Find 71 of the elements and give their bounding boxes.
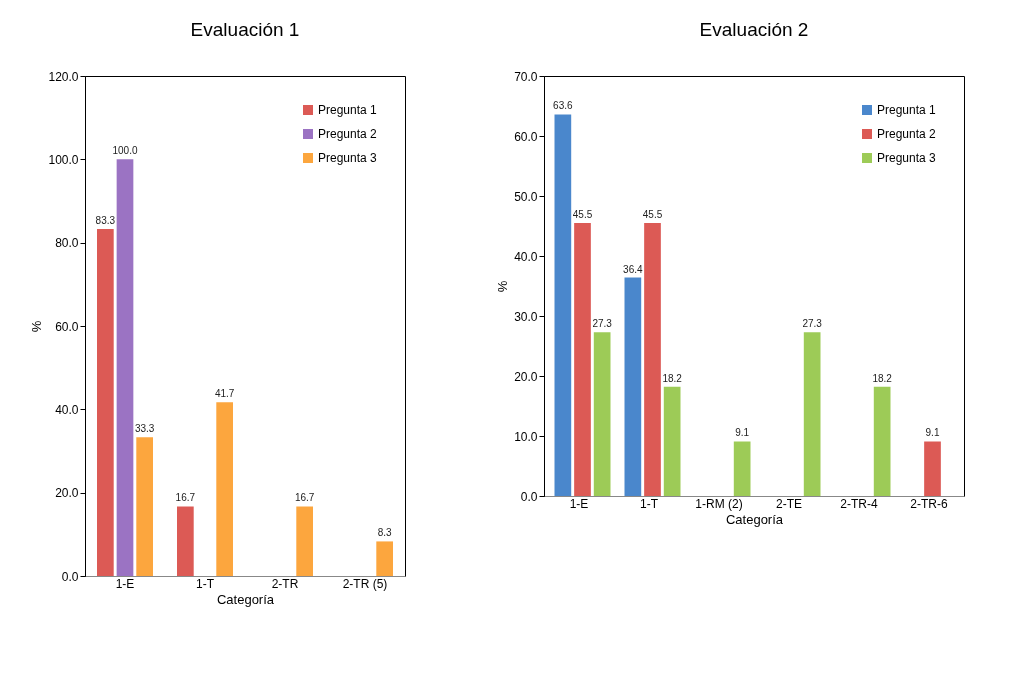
y-tick-label: 60.0 xyxy=(514,129,538,144)
data-label: 83.3 xyxy=(95,214,116,226)
data-label: 9.1 xyxy=(925,427,940,439)
bar xyxy=(216,402,233,576)
bar xyxy=(554,114,572,496)
data-label: 27.3 xyxy=(802,318,823,330)
legend-label: Pregunta 1 xyxy=(877,103,937,117)
y-tick-label: 20.0 xyxy=(55,486,79,501)
bar xyxy=(624,277,642,496)
y-tick-label: 40.0 xyxy=(55,402,79,417)
y-tick-label: 20.0 xyxy=(514,369,538,384)
data-label: 36.4 xyxy=(623,263,644,275)
y-tick-label: 10.0 xyxy=(514,429,538,444)
x-tick-label: 1-T xyxy=(640,496,659,511)
legend-label: Pregunta 2 xyxy=(318,127,378,141)
data-label: 16.7 xyxy=(175,492,196,504)
y-tick-label: 0.0 xyxy=(61,569,79,584)
bar xyxy=(644,223,661,496)
bar xyxy=(296,506,313,576)
data-label: 8.3 xyxy=(377,527,393,539)
x-tick-label: 1-E xyxy=(115,576,135,591)
data-label: 33.3 xyxy=(134,423,155,435)
bar xyxy=(924,441,941,496)
y-tick-label: 70.0 xyxy=(514,69,538,84)
x-tick-label: 1-E xyxy=(569,496,589,511)
bar xyxy=(733,441,751,496)
x-tick-label: 1-RM (2) xyxy=(695,496,743,511)
bar xyxy=(873,386,891,496)
bar xyxy=(177,506,194,576)
data-label: 63.6 xyxy=(553,100,574,112)
bar xyxy=(376,541,393,576)
y-tick-label: 120.0 xyxy=(48,69,79,84)
x-axis-title: Categoría xyxy=(216,591,275,607)
y-tick-label: 40.0 xyxy=(514,249,538,264)
y-axis-title: % xyxy=(495,280,511,293)
bar xyxy=(593,332,611,496)
data-label: 45.5 xyxy=(642,209,663,220)
x-tick-label: 2-TE xyxy=(775,496,803,511)
x-tick-label: 2-TR-6 xyxy=(910,496,948,511)
bar xyxy=(803,332,821,496)
y-tick-label: 30.0 xyxy=(514,309,538,324)
data-label: 18.2 xyxy=(662,372,683,384)
legend-label: Pregunta 1 xyxy=(318,103,378,117)
data-label: 18.2 xyxy=(872,372,893,384)
y-tick-label: 80.0 xyxy=(55,236,79,251)
data-label: 16.7 xyxy=(294,492,315,504)
x-tick-label: 1-T xyxy=(196,576,215,591)
bar xyxy=(97,228,114,576)
y-tick-label: 0.0 xyxy=(520,489,538,504)
data-label: 41.7 xyxy=(214,388,235,400)
legend-label: Pregunta 3 xyxy=(318,151,378,165)
bar xyxy=(663,386,681,496)
y-tick-label: 100.0 xyxy=(48,152,79,167)
y-axis-title: % xyxy=(29,320,45,333)
legend-label: Pregunta 2 xyxy=(877,127,937,141)
x-axis-title: Categoría xyxy=(725,511,784,527)
bar xyxy=(116,159,134,576)
data-label: 100.0 xyxy=(112,145,138,157)
data-label: 27.3 xyxy=(592,318,613,330)
x-tick-label: 2-TR-4 xyxy=(840,496,878,511)
chart-title: Evaluación 2 xyxy=(699,19,809,40)
data-label: 45.5 xyxy=(572,209,593,220)
x-tick-label: 2-TR (5) xyxy=(342,576,388,591)
chart-title: Evaluación 1 xyxy=(190,19,300,40)
bar xyxy=(574,223,591,496)
y-tick-label: 50.0 xyxy=(514,189,538,204)
legend-label: Pregunta 3 xyxy=(877,151,937,165)
data-label: 9.1 xyxy=(735,427,750,439)
bar xyxy=(136,437,153,576)
y-tick-label: 60.0 xyxy=(55,319,79,334)
x-tick-label: 2-TR xyxy=(271,576,299,591)
